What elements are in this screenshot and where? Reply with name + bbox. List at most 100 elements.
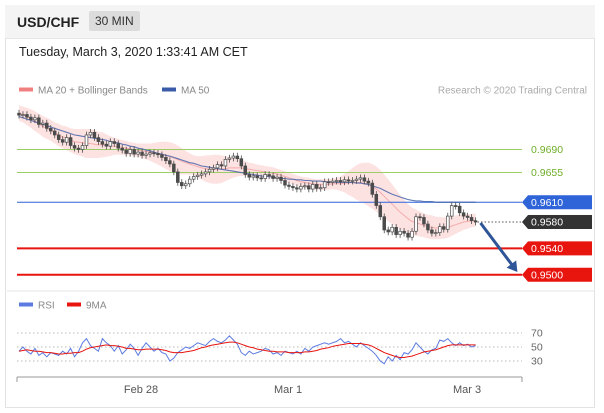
candle [446,212,450,233]
candle [37,114,41,128]
candle-body [251,175,255,178]
currency-pair-title: USD/CHF [17,14,80,30]
rsi-panel: 70 50 30 [17,328,543,368]
candle [235,152,240,163]
candle-body [37,117,41,125]
candle [354,175,359,184]
candle-body [29,116,33,121]
candle-body [191,176,196,180]
candle [398,227,402,238]
candle-body [378,205,383,218]
price-tag-0.9580 [522,215,592,230]
candle [64,134,69,146]
candle [303,182,307,190]
candle-body [275,176,279,179]
candle-body [68,137,73,146]
candle [180,179,184,190]
price-tag-label-0.9540: 0.9540 [531,243,563,255]
candle [414,213,418,235]
candle-body [84,134,89,146]
candle [231,152,236,162]
candle [422,214,426,228]
candle-body [64,137,69,143]
candle-body [299,186,303,190]
candle-body [168,160,172,165]
candle [148,149,152,158]
candle-body [199,173,204,176]
candle [96,134,101,145]
candle-body [25,114,29,118]
rsi-ma-line [18,341,476,358]
candle-body [76,147,81,150]
candle [271,172,275,182]
candle [311,181,315,193]
candle [52,127,57,139]
ma50-legend-label: MA 50 [181,86,210,97]
candle-body [88,131,93,136]
candle-body [45,122,49,129]
candle-body [350,180,355,182]
candle [279,173,283,184]
candle-body [342,179,347,183]
x-tick-label: Mar 3 [453,384,481,396]
candle [410,227,414,241]
candle [386,226,390,236]
candle [140,148,144,159]
rsi-ma-legend-label: 9MA [86,301,107,312]
candle-body [116,143,120,149]
candle [330,177,335,186]
candle [172,160,176,176]
x-tick-label: Feb 28 [124,384,158,396]
candle-body [422,217,426,225]
candle [199,170,204,179]
candle [227,154,232,163]
candle-body [457,205,462,214]
candle [334,177,339,185]
candle-body [255,175,259,179]
candle-body [418,216,422,219]
candle [322,178,327,192]
candle [418,213,422,221]
chart-card [5,5,595,408]
candle-body [100,141,105,145]
candle-body [231,155,236,159]
candle [259,174,263,182]
candle-body [152,152,156,155]
price-tags: 0.9690 0.9655 0.9610 0.9580 0.9540 0.9500 [522,144,592,282]
candle-body [271,175,275,179]
candle-body [434,232,438,234]
candle-body [108,141,113,147]
candle-body [96,137,101,142]
candle-body [386,229,390,233]
candle-body [195,174,200,177]
ma50-legend-swatch [162,87,176,92]
rsi-legend-label: RSI [38,301,55,312]
candle [84,131,89,149]
candle-body [354,178,359,181]
candle-body [465,215,470,218]
candle [358,174,363,183]
candle-body [318,187,323,190]
candle [116,140,120,152]
candle-body [315,184,319,189]
candle-body [394,226,398,235]
candle [295,184,299,193]
candle [104,140,109,150]
candle-body [72,145,77,149]
candle-body [303,185,307,188]
candle-body [311,184,315,190]
price-tag-label-0.9610: 0.9610 [531,197,563,209]
candle [465,212,470,221]
candle [108,138,113,150]
candle [187,175,192,188]
candle-body [346,179,351,182]
candle-body [80,145,85,150]
rsi-level-label-30: 30 [531,356,543,368]
candle-body [160,154,164,158]
candle-body [362,177,367,182]
candle [243,162,248,178]
research-credit: Research © 2020 Trading Central [438,86,587,97]
candle [318,184,323,192]
candle [299,183,303,193]
forecast-arrow-head [506,260,518,273]
